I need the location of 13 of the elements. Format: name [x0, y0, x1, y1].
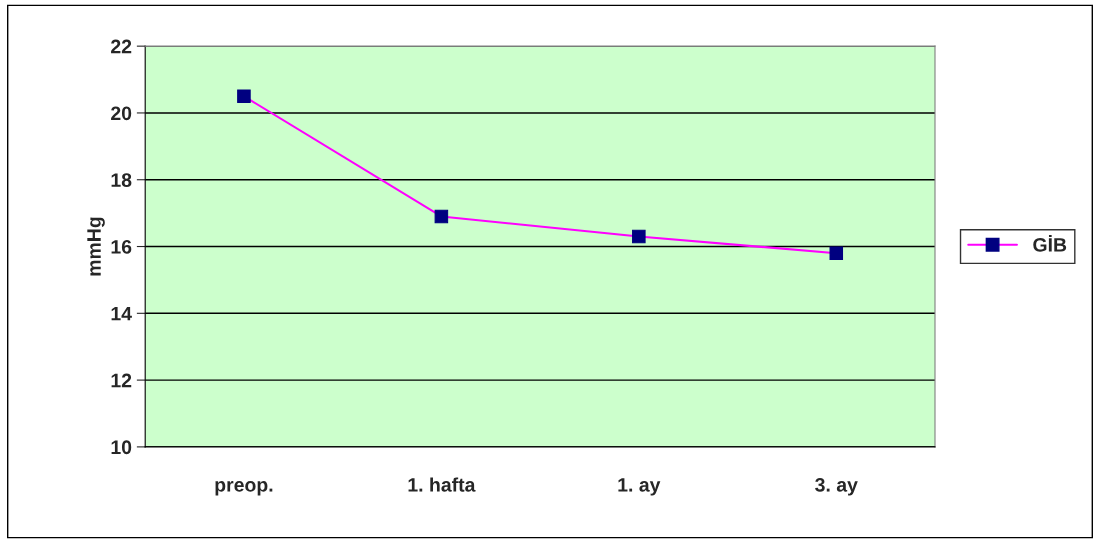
y-tick-label: 22: [111, 39, 132, 54]
y-tick-label: 12: [111, 373, 132, 388]
y-axis-title: mmHg: [87, 217, 105, 276]
y-tick-label: 14: [111, 306, 132, 321]
x-tick-label: 1. ay: [618, 478, 661, 496]
legend-label: GİB: [1033, 234, 1067, 252]
x-tick-label: 1. hafta: [408, 477, 476, 492]
x-tick-label: preop.: [215, 481, 273, 496]
y-tick-label: 16: [111, 239, 132, 254]
y-tick-label: 18: [111, 173, 132, 187]
x-tick-label: 3. ay: [815, 477, 858, 496]
y-tick-label: 10: [111, 440, 132, 455]
y-tick-label: 20: [111, 106, 132, 121]
